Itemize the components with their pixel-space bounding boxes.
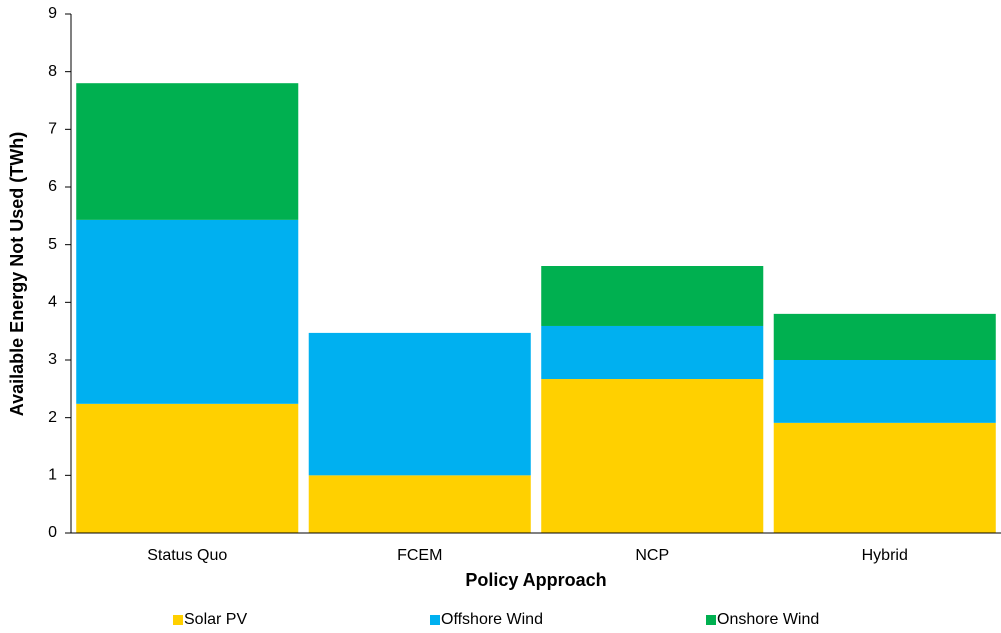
bar-segment <box>773 313 996 360</box>
bar-segment <box>541 266 764 326</box>
bar-segment <box>308 332 531 476</box>
x-tick-label: NCP <box>635 547 669 564</box>
bar-segment <box>541 325 764 380</box>
y-tick-label: 5 <box>48 236 57 253</box>
legend-swatch <box>173 615 183 625</box>
y-tick-label: 3 <box>48 351 57 368</box>
y-tick-label: 6 <box>48 178 57 195</box>
bar-segment <box>541 379 764 533</box>
bar-segment <box>773 422 996 533</box>
x-axis-title: Policy Approach <box>465 570 606 590</box>
y-tick-label: 8 <box>48 63 57 80</box>
x-tick-label: Status Quo <box>147 547 227 564</box>
x-tick-label: FCEM <box>397 547 442 564</box>
y-tick-label: 2 <box>48 409 57 426</box>
y-axis-title: Available Energy Not Used (TWh) <box>7 132 27 416</box>
legend-swatch <box>430 615 440 625</box>
bar-segment <box>773 360 996 423</box>
y-tick-label: 0 <box>48 524 57 541</box>
legend-label: Onshore Wind <box>717 611 819 628</box>
legend-swatch <box>706 615 716 625</box>
legend-label: Offshore Wind <box>441 611 543 628</box>
y-tick-label: 1 <box>48 467 57 484</box>
bar-segment <box>76 83 299 220</box>
bar-segment <box>76 219 299 404</box>
y-tick-label: 9 <box>48 5 57 22</box>
bar-segment <box>76 403 299 533</box>
bar-segment <box>308 475 531 533</box>
y-tick-label: 7 <box>48 121 57 138</box>
legend-label: Solar PV <box>184 611 247 628</box>
y-tick-label: 4 <box>48 294 57 311</box>
x-tick-label: Hybrid <box>862 547 908 564</box>
